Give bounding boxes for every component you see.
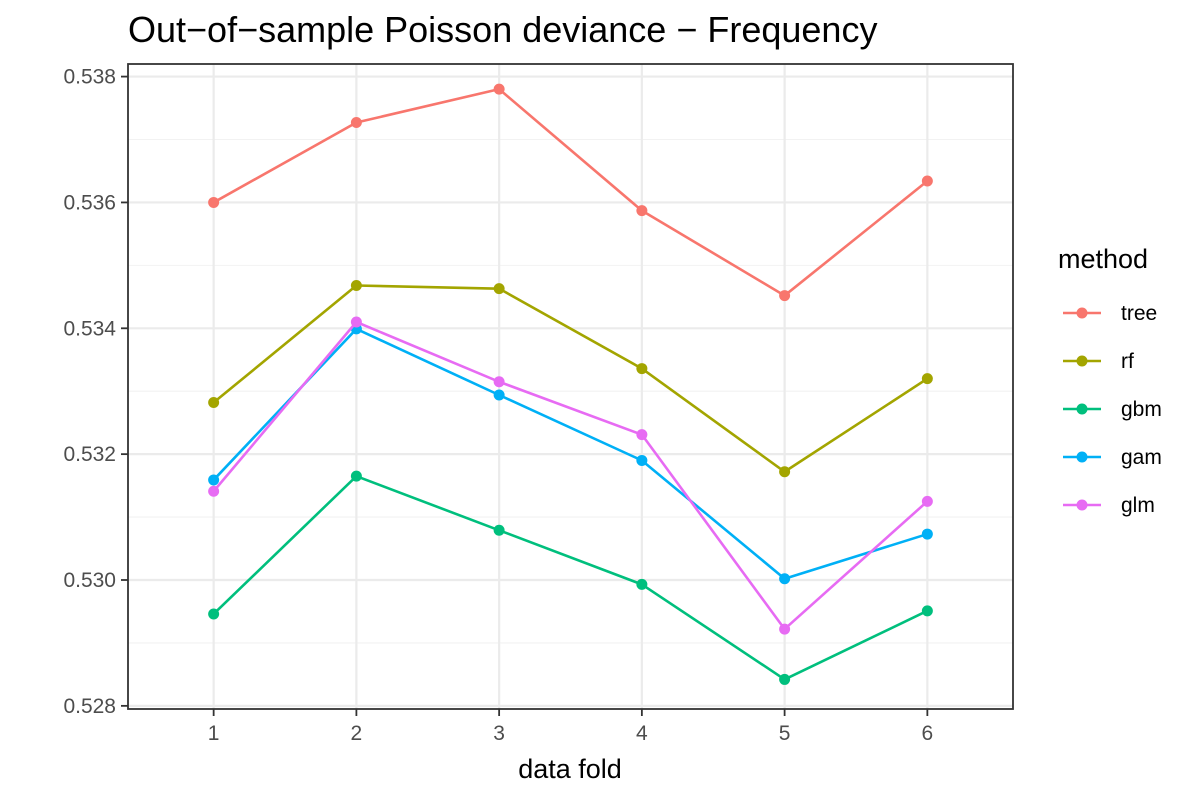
legend-item-gbm: gbm bbox=[1063, 398, 1162, 421]
series-line-gbm bbox=[212, 474, 928, 681]
data-point-gam bbox=[493, 389, 505, 401]
legend-key-point bbox=[1076, 307, 1088, 319]
plot-panel-border bbox=[127, 63, 1014, 710]
series-line-gam bbox=[212, 327, 928, 581]
x-tick-label: 1 bbox=[208, 722, 220, 745]
x-tick-label: 5 bbox=[779, 722, 791, 745]
data-point-gbm bbox=[493, 524, 505, 536]
chart-title: Out−of−sample Poisson deviance − Frequen… bbox=[128, 9, 877, 50]
data-point-gam bbox=[779, 573, 791, 585]
x-tick-label: 2 bbox=[351, 722, 363, 745]
data-point-gam bbox=[636, 454, 648, 466]
series-gbm bbox=[208, 470, 933, 685]
legend-item-rf: rf bbox=[1063, 350, 1134, 373]
legend-key-point bbox=[1076, 451, 1088, 463]
legend-label: rf bbox=[1121, 350, 1134, 373]
data-point-glm bbox=[779, 623, 791, 635]
data-point-gbm bbox=[350, 470, 362, 482]
y-tick-label: 0.532 bbox=[63, 443, 116, 466]
series-line-tree bbox=[213, 87, 929, 297]
legend-key-point bbox=[1076, 355, 1088, 367]
data-point-tree bbox=[493, 83, 505, 95]
series-line-glm bbox=[212, 320, 929, 631]
data-point-glm bbox=[208, 485, 220, 497]
x-tick-label: 4 bbox=[636, 722, 648, 745]
y-tick-label: 0.536 bbox=[63, 191, 116, 214]
data-point-tree bbox=[636, 205, 648, 217]
x-tick-label: 6 bbox=[922, 722, 934, 745]
legend-label: tree bbox=[1121, 302, 1157, 325]
series-line-rf bbox=[212, 284, 929, 474]
series-rf bbox=[208, 280, 933, 478]
data-point-rf bbox=[493, 283, 505, 295]
series-layer bbox=[208, 83, 933, 685]
data-point-glm bbox=[921, 495, 933, 507]
data-point-glm bbox=[493, 376, 505, 388]
y-tick-label: 0.538 bbox=[63, 66, 116, 89]
data-point-rf bbox=[921, 373, 933, 385]
y-tick-label: 0.530 bbox=[63, 569, 116, 592]
legend-label: gbm bbox=[1121, 398, 1162, 421]
legend-item-glm: glm bbox=[1063, 494, 1155, 517]
legend-key-point bbox=[1076, 499, 1088, 511]
legend-label: gam bbox=[1121, 446, 1162, 469]
legend-item-gam: gam bbox=[1063, 446, 1162, 469]
data-point-gbm bbox=[636, 578, 648, 590]
data-point-tree bbox=[350, 117, 362, 129]
legend-key-point bbox=[1076, 403, 1088, 415]
legend-label: glm bbox=[1121, 494, 1155, 517]
data-point-rf bbox=[636, 363, 648, 375]
data-point-rf bbox=[350, 280, 362, 292]
legend: method tree rf gbm gam glm bbox=[1058, 244, 1162, 517]
data-point-gbm bbox=[208, 608, 220, 620]
data-point-gbm bbox=[921, 605, 933, 617]
data-point-gbm bbox=[779, 673, 791, 685]
data-point-glm bbox=[636, 429, 648, 441]
data-point-rf bbox=[779, 466, 791, 478]
data-point-tree bbox=[208, 196, 220, 208]
series-glm bbox=[208, 316, 933, 635]
data-point-tree bbox=[779, 290, 791, 302]
legend-title: method bbox=[1058, 244, 1148, 274]
grid bbox=[128, 64, 1013, 709]
data-point-gam bbox=[921, 528, 933, 540]
series-tree bbox=[208, 83, 933, 302]
y-tick-label: 0.528 bbox=[63, 695, 116, 718]
y-tick-label: 0.534 bbox=[63, 317, 116, 340]
data-point-gam bbox=[208, 474, 220, 486]
x-axis-title: data fold bbox=[518, 754, 622, 784]
data-point-rf bbox=[208, 397, 220, 409]
axes: 0.528 0.530 0.532 0.534 0.536 0.538 1 2 3 4 5 6 bbox=[63, 66, 933, 745]
legend-item-tree: tree bbox=[1063, 302, 1157, 325]
x-tick-label: 3 bbox=[493, 722, 505, 745]
data-point-tree bbox=[921, 175, 933, 187]
data-point-glm bbox=[350, 316, 362, 328]
